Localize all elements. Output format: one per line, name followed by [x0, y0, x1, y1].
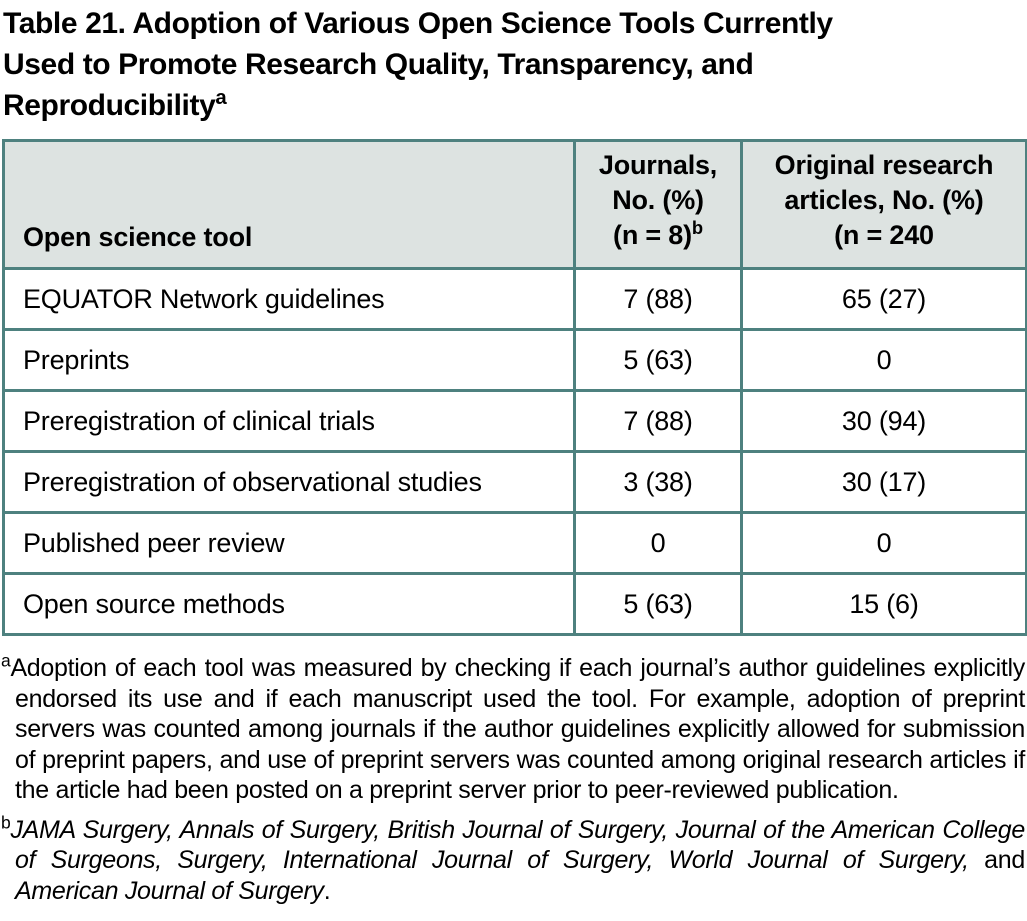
journals-header-line-1: Journals, [598, 150, 718, 180]
footnote-a-marker: a [1, 650, 11, 671]
articles-value-cell: 0 [740, 511, 1027, 575]
journals-value-cell: 7 (88) [573, 267, 743, 331]
footnote-b-last-journal: American Journal of Surgery [15, 876, 324, 905]
tool-name-cell: Preprints [2, 328, 576, 392]
footnote-b-period: . [323, 876, 331, 905]
journals-header-footnote-marker: b [691, 217, 703, 238]
tool-name-cell: Preregistration of observational studies [2, 450, 576, 514]
footnote-b-marker: b [1, 812, 11, 833]
footnote-a-text: Adoption of each tool was measured by ch… [10, 654, 1025, 804]
tool-name-cell: Preregistration of clinical trials [2, 389, 576, 453]
title-line-3: Reproducibility [3, 89, 216, 122]
footnote-b: bJAMA Surgery, Annals of Surgery, Britis… [1, 812, 1025, 907]
journals-value-cell: 3 (38) [573, 450, 743, 514]
tool-name-cell: Published peer review [2, 511, 576, 575]
tool-name-cell: EQUATOR Network guidelines [2, 267, 576, 331]
articles-header-line-1: Original research [774, 150, 994, 180]
footnote-b-journal-list: JAMA Surgery, Annals of Surgery, British… [10, 815, 1025, 875]
tool-name-cell: Open source methods [2, 572, 576, 636]
title-footnote-marker: a [215, 87, 227, 109]
journals-value-cell: 0 [573, 511, 743, 575]
journals-value-cell: 5 (63) [573, 572, 743, 636]
column-header-open-science-tool: Open science tool [2, 139, 576, 270]
table-title: Table 21. Adoption of Various Open Scien… [0, 0, 1027, 126]
articles-value-cell: 65 (27) [740, 267, 1027, 331]
title-line-2: Used to Promote Research Quality, Transp… [3, 48, 754, 81]
column-header-original-research-articles: Original research articles, No. (%) (n = 2… [740, 139, 1027, 270]
table-row: Open source methods 5 (63) 15 (6) [2, 572, 1027, 636]
journals-value-cell: 5 (63) [573, 328, 743, 392]
table-row: Published peer review 0 0 [2, 511, 1027, 575]
title-line-1: Table 21. Adoption of Various Open Scien… [3, 7, 833, 40]
footnotes-section: aAdoption of each tool was measured by c… [0, 650, 1027, 907]
table-row: Preprints 5 (63) 0 [2, 328, 1027, 392]
journals-header-line-3: (n = 8) [613, 220, 692, 250]
articles-value-cell: 30 (17) [740, 450, 1027, 514]
open-science-tools-table: Open science tool Journals, No. (%) (n = 8… [2, 139, 1027, 636]
table-header-row: Open science tool Journals, No. (%) (n = 8… [2, 139, 1027, 270]
articles-header-line-3: (n = 240 [834, 220, 934, 250]
articles-header-line-2: articles, No. (%) [784, 185, 984, 215]
articles-value-cell: 15 (6) [740, 572, 1027, 636]
table-row: Preregistration of observational studies… [2, 450, 1027, 514]
footnote-b-conjunction: and [968, 846, 1025, 874]
articles-value-cell: 0 [740, 328, 1027, 392]
journals-header-line-2: No. (%) [612, 185, 704, 215]
journals-value-cell: 7 (88) [573, 389, 743, 453]
articles-value-cell: 30 (94) [740, 389, 1027, 453]
column-header-journals: Journals, No. (%) (n = 8)b [573, 139, 743, 270]
table-row: Preregistration of clinical trials 7 (88… [2, 389, 1027, 453]
footnote-a: aAdoption of each tool was measured by c… [1, 650, 1025, 806]
table-row: EQUATOR Network guidelines 7 (88) 65 (27… [2, 267, 1027, 331]
